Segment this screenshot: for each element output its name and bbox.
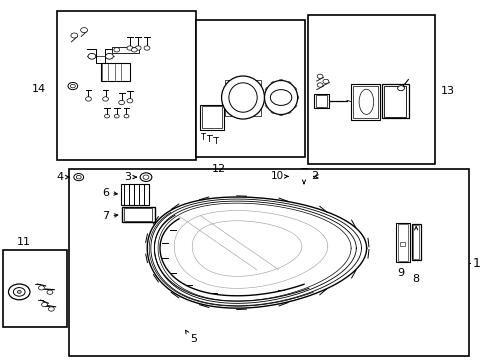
Circle shape: [76, 175, 81, 179]
Bar: [399, 242, 405, 246]
Text: 12: 12: [212, 164, 226, 174]
Circle shape: [81, 28, 87, 33]
Text: 7: 7: [102, 211, 109, 221]
Circle shape: [68, 82, 78, 90]
Circle shape: [127, 99, 133, 103]
Bar: [313, 94, 329, 108]
Bar: [395, 223, 409, 262]
Text: 6: 6: [102, 188, 109, 198]
Text: 5: 5: [189, 333, 197, 343]
Circle shape: [114, 114, 119, 118]
Text: 1: 1: [472, 257, 480, 270]
Circle shape: [124, 114, 129, 118]
Circle shape: [144, 46, 150, 50]
Circle shape: [71, 33, 78, 38]
Text: 14: 14: [32, 84, 46, 94]
Text: 4: 4: [56, 172, 63, 182]
Circle shape: [119, 100, 124, 105]
Circle shape: [41, 302, 47, 307]
Circle shape: [140, 173, 152, 181]
Circle shape: [105, 53, 113, 59]
Text: 9: 9: [396, 267, 403, 278]
Text: 11: 11: [17, 237, 31, 247]
Circle shape: [13, 288, 25, 296]
Circle shape: [114, 48, 120, 52]
Text: 10: 10: [270, 171, 283, 181]
Text: 8: 8: [412, 274, 419, 284]
Ellipse shape: [221, 76, 264, 119]
Bar: [224, 80, 261, 116]
Text: 3: 3: [124, 172, 131, 182]
Bar: [292, 173, 296, 180]
Bar: [112, 47, 139, 53]
Bar: [307, 15, 434, 164]
Circle shape: [8, 284, 30, 300]
Bar: [384, 86, 406, 117]
Circle shape: [270, 90, 291, 105]
Circle shape: [131, 48, 137, 52]
Circle shape: [48, 307, 54, 311]
Bar: [195, 21, 305, 157]
Circle shape: [135, 46, 141, 50]
Text: 2: 2: [311, 171, 318, 181]
Bar: [57, 12, 195, 160]
Circle shape: [317, 74, 323, 78]
Bar: [350, 84, 379, 120]
Ellipse shape: [264, 81, 297, 114]
Circle shape: [104, 114, 109, 118]
Circle shape: [88, 53, 96, 59]
Bar: [121, 184, 149, 205]
Circle shape: [70, 84, 75, 88]
Bar: [101, 63, 130, 81]
Text: 13: 13: [440, 86, 453, 96]
Circle shape: [17, 291, 21, 293]
Bar: [411, 224, 420, 260]
Circle shape: [143, 175, 149, 179]
Circle shape: [74, 174, 83, 181]
Circle shape: [102, 97, 108, 101]
Circle shape: [85, 97, 91, 101]
Circle shape: [397, 86, 404, 91]
Bar: [69, 169, 468, 356]
Bar: [202, 107, 221, 128]
Circle shape: [127, 46, 133, 50]
Circle shape: [317, 83, 323, 87]
Circle shape: [323, 79, 328, 84]
Bar: [397, 225, 407, 261]
Bar: [199, 105, 224, 130]
Ellipse shape: [228, 83, 257, 112]
Bar: [412, 225, 418, 258]
Circle shape: [39, 286, 44, 290]
Bar: [315, 95, 327, 107]
Bar: [124, 208, 152, 221]
Bar: [3, 250, 66, 327]
Bar: [352, 86, 377, 118]
Bar: [122, 207, 155, 222]
Bar: [381, 84, 408, 118]
Circle shape: [47, 290, 53, 294]
